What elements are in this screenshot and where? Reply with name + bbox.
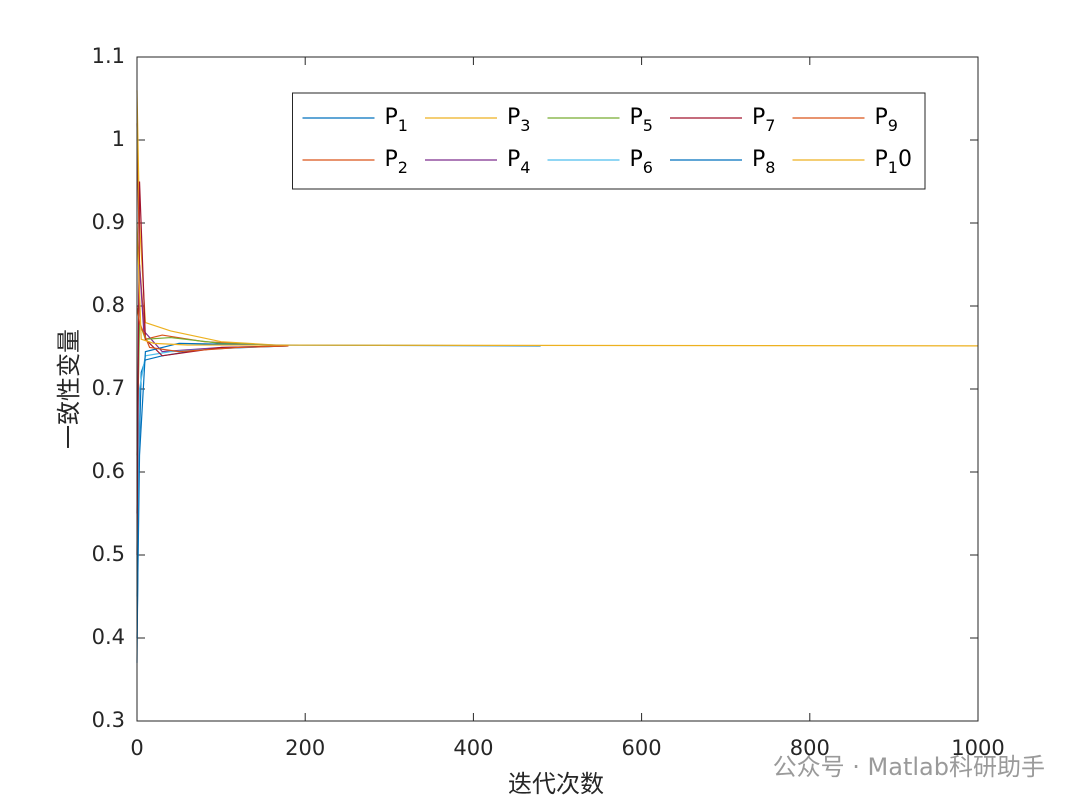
legend-label: P1 [385,105,408,135]
legend-label: P2 [385,147,408,177]
y-axis-label: 一致性变量 [55,329,83,449]
series-line [136,322,289,456]
legend-label: P8 [752,147,775,177]
x-tick-label: 0 [130,736,143,760]
y-tick-label: 1.1 [92,44,125,68]
y-tick-label: 0.9 [92,210,125,234]
legend-label: P3 [507,105,530,135]
y-tick-label: 0.3 [92,708,125,732]
y-tick-label: 0.5 [92,542,125,566]
x-tick-label: 400 [453,736,493,760]
plot-frame [136,56,979,722]
series-line [136,222,979,347]
x-tick-label: 600 [622,736,662,760]
legend-box [292,92,926,190]
y-tick-label: 0.8 [92,293,125,317]
x-tick-label: 200 [285,736,325,760]
legend-label: P10 [875,147,912,177]
x-tick-label: 1000 [951,736,1004,760]
legend-label: P4 [507,147,530,177]
watermark: 公众号 · Matlab科研助手 [773,753,1045,781]
legend-label: P9 [875,105,898,135]
x-axis-label: 迭代次数 [508,770,604,798]
y-tick-label: 0.7 [92,376,125,400]
legend-label: P5 [630,105,653,135]
y-tick-label: 0.6 [92,459,125,483]
y-tick-label: 1 [112,127,125,151]
legend-label: P6 [630,147,653,177]
legend-label: P7 [752,105,775,135]
y-tick-label: 0.4 [92,625,125,649]
x-tick-label: 800 [790,736,830,760]
series-line [136,305,289,353]
